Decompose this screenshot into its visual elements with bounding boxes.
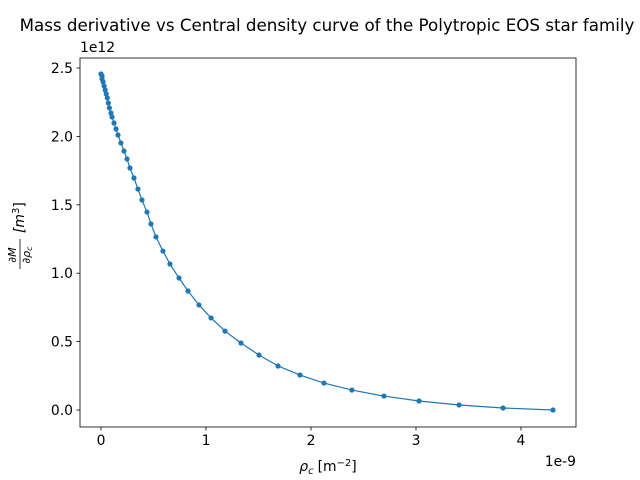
y-label-unit: [m3] bbox=[11, 202, 28, 233]
data-point bbox=[108, 110, 114, 116]
plot-frame bbox=[79, 57, 577, 428]
x-tick-label: 3 bbox=[412, 433, 421, 449]
data-point bbox=[160, 248, 166, 254]
data-point bbox=[121, 148, 127, 154]
x-label-subscript: c bbox=[308, 466, 314, 477]
x-tick-label: 0 bbox=[97, 433, 106, 449]
data-point bbox=[167, 261, 173, 267]
data-point bbox=[111, 120, 117, 126]
data-point bbox=[176, 275, 182, 281]
data-point bbox=[196, 302, 202, 308]
data-point bbox=[456, 402, 462, 408]
data-point bbox=[113, 126, 119, 132]
data-point bbox=[381, 393, 387, 399]
y-tick-label: 0.5 bbox=[51, 335, 73, 351]
chart-title: Mass derivative vs Central density curve… bbox=[20, 15, 635, 35]
data-point bbox=[148, 221, 154, 227]
data-point bbox=[135, 186, 141, 192]
x-offset-label: 1e-9 bbox=[545, 454, 576, 470]
data-point bbox=[416, 398, 422, 404]
y-label-denominator-symbol: ∂ρ bbox=[20, 251, 33, 264]
y-tick-label: 1.5 bbox=[51, 198, 73, 214]
x-label-close: ] bbox=[351, 459, 356, 475]
x-label-symbol: ρ bbox=[299, 459, 308, 475]
data-point bbox=[105, 100, 111, 106]
data-point bbox=[297, 372, 303, 378]
data-point bbox=[256, 352, 262, 358]
y-label-denominator: ∂ρc bbox=[20, 246, 34, 264]
x-axis-label: ρc [m−2] bbox=[299, 458, 356, 477]
data-point bbox=[109, 114, 115, 120]
data-point bbox=[222, 328, 228, 334]
y-axis-label: ∂M ∂ρc [m3] bbox=[6, 202, 34, 269]
x-tick-label: 4 bbox=[517, 433, 526, 449]
data-point bbox=[185, 288, 191, 294]
x-tick-label: 2 bbox=[307, 433, 316, 449]
data-point bbox=[550, 407, 556, 413]
data-point bbox=[102, 87, 108, 93]
data-point bbox=[275, 363, 281, 369]
y-label-denominator-sub: c bbox=[25, 246, 34, 251]
x-tick-label: 1 bbox=[202, 433, 211, 449]
data-point bbox=[118, 140, 124, 146]
data-point bbox=[144, 209, 150, 215]
data-point bbox=[139, 197, 145, 203]
y-label-numerator: ∂M bbox=[6, 247, 19, 263]
data-point bbox=[115, 132, 121, 138]
y-tick-label: 2.5 bbox=[51, 61, 73, 77]
y-label-close: ] bbox=[12, 202, 28, 207]
data-point bbox=[238, 340, 244, 346]
y-label-unit-text: [m bbox=[12, 214, 28, 233]
y-offset-label: 1e12 bbox=[80, 40, 115, 56]
y-tick-label: 2.0 bbox=[51, 129, 73, 145]
data-point bbox=[500, 405, 506, 411]
y-tick-label: 1.0 bbox=[51, 266, 73, 282]
data-point bbox=[153, 234, 159, 240]
data-point bbox=[208, 315, 214, 321]
data-point bbox=[349, 387, 355, 393]
data-point bbox=[100, 79, 106, 85]
data-point bbox=[131, 175, 137, 181]
x-label-unit: [m bbox=[318, 459, 337, 475]
data-point bbox=[321, 380, 327, 386]
data-point bbox=[106, 105, 112, 111]
data-point bbox=[124, 156, 130, 162]
data-point bbox=[127, 165, 133, 171]
data-point bbox=[103, 91, 109, 97]
y-tick-label: 0.0 bbox=[51, 403, 73, 419]
series-line bbox=[100, 73, 554, 411]
y-label-exponent: 3 bbox=[11, 208, 22, 214]
data-point bbox=[101, 83, 107, 89]
x-label-exponent: −2 bbox=[337, 458, 352, 469]
data-point bbox=[104, 95, 110, 101]
